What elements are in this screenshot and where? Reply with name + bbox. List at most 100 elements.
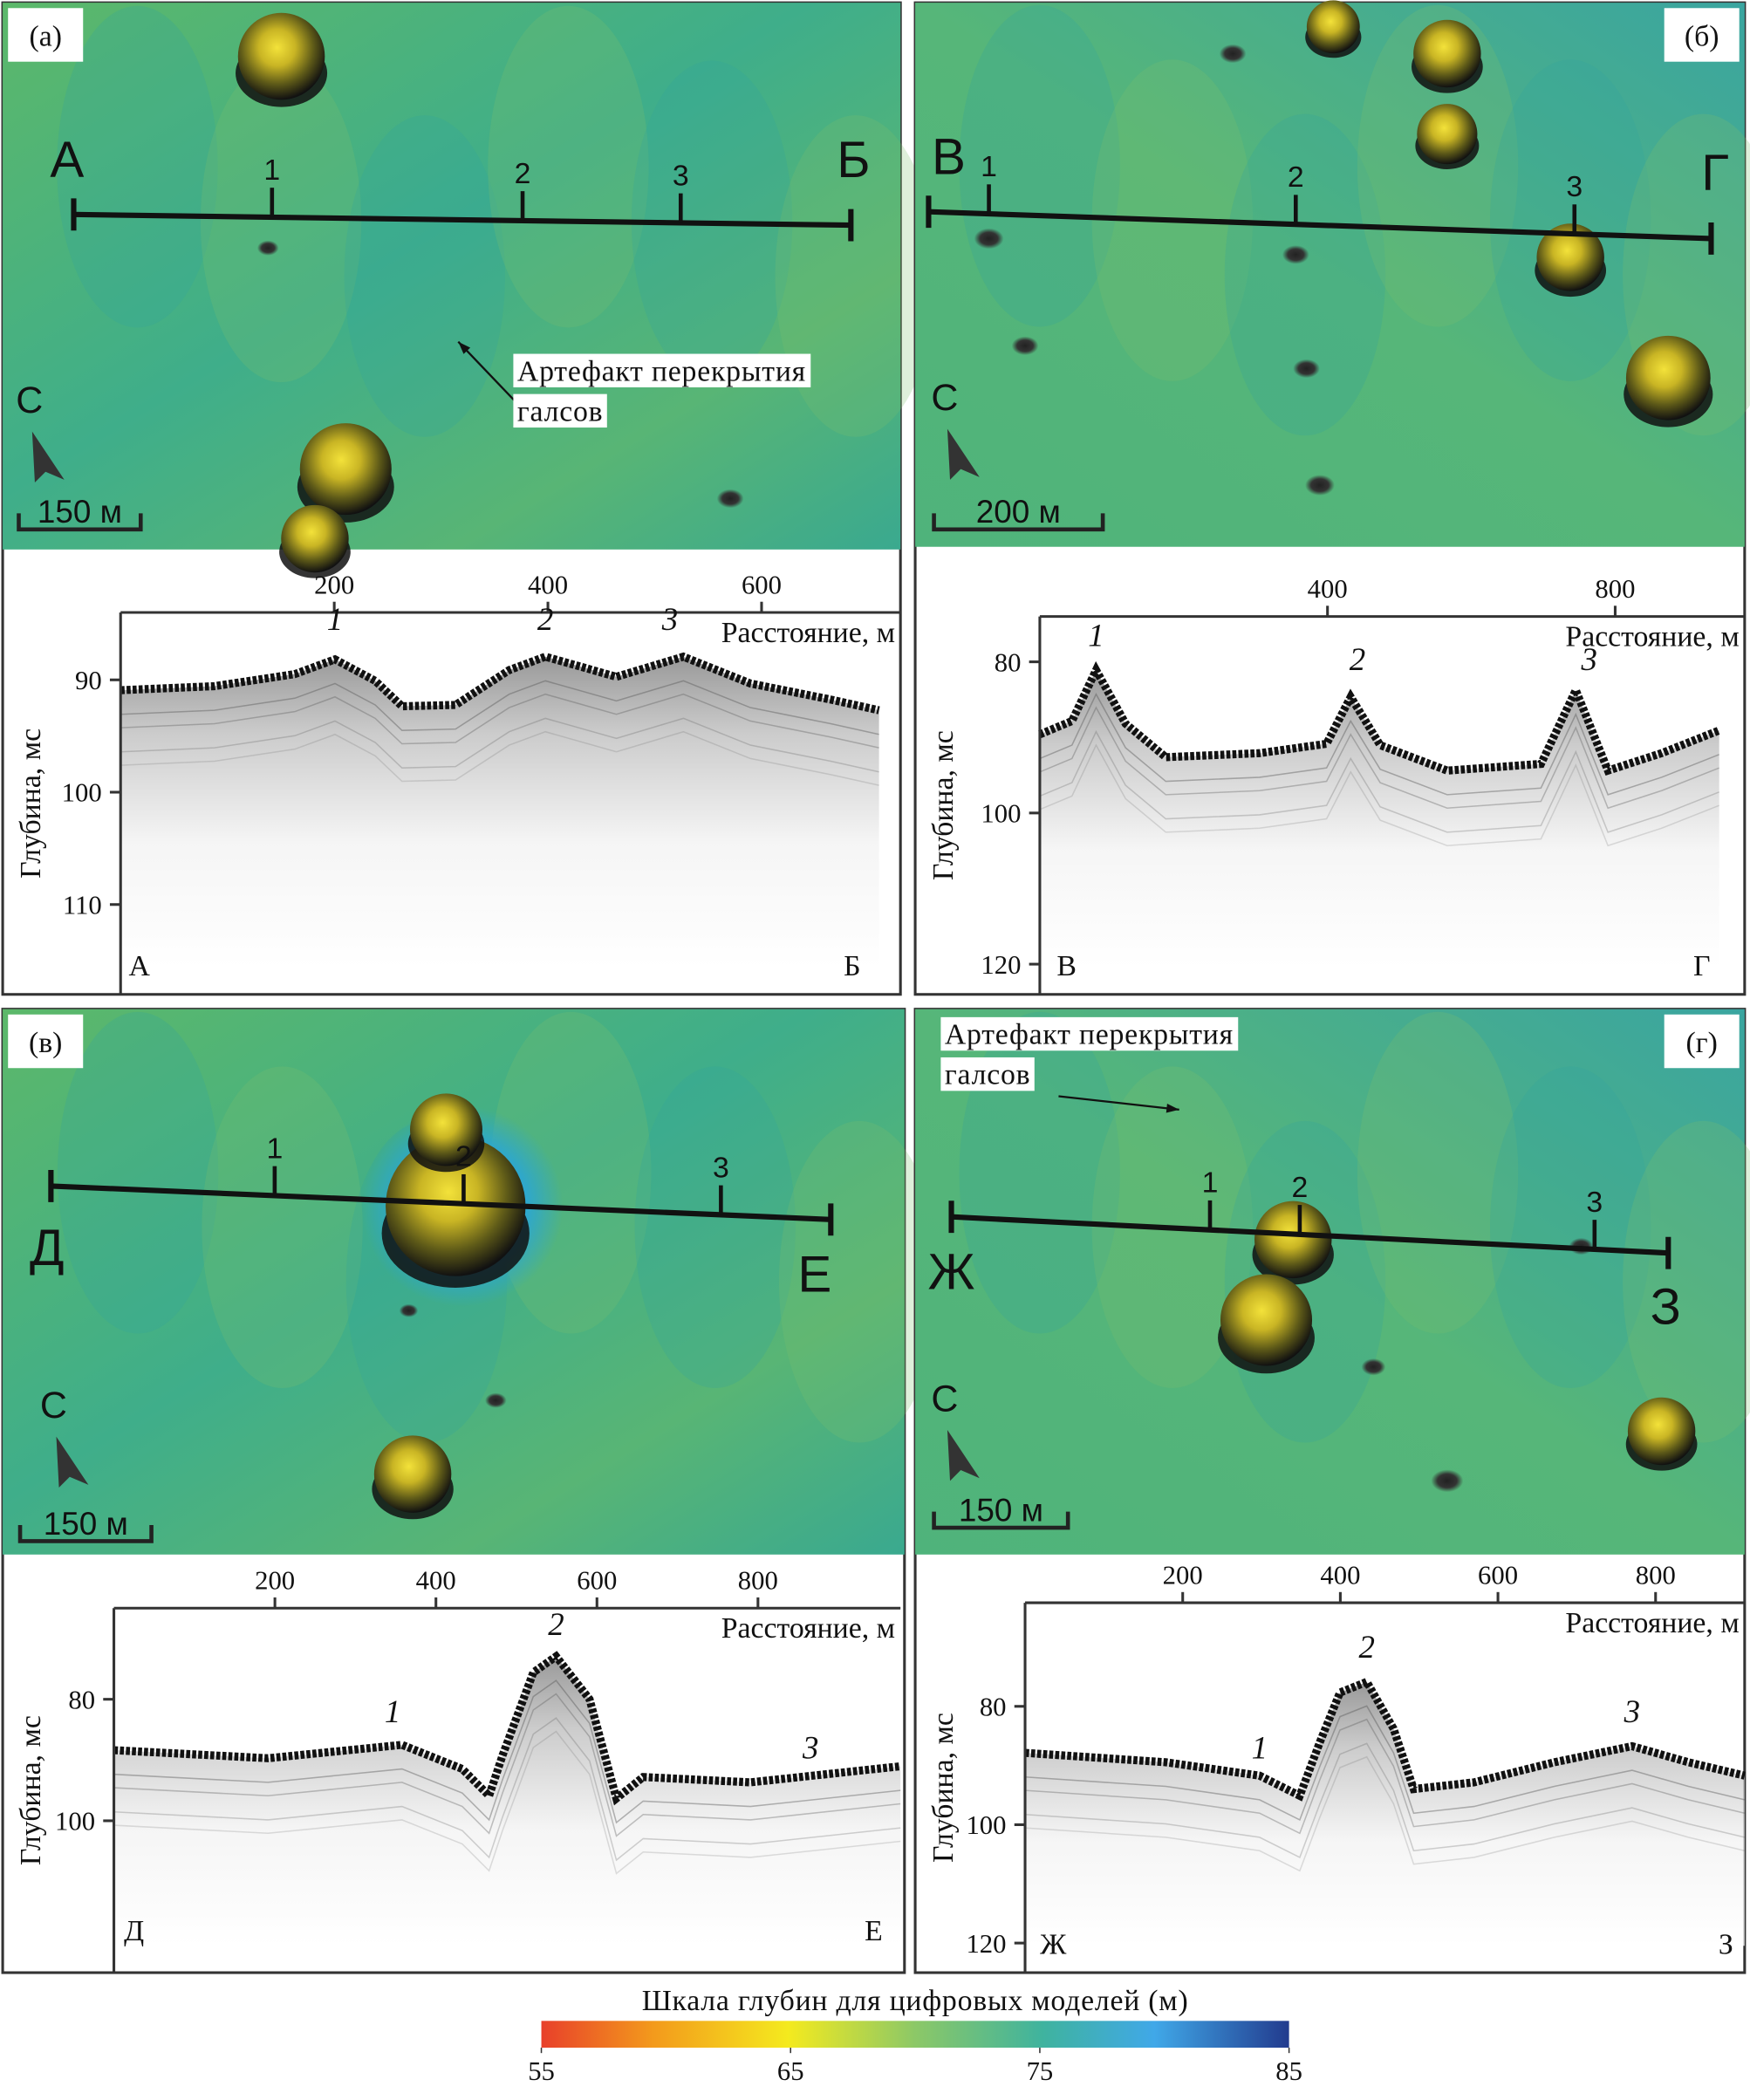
x-tick-label: 800 [1636, 1561, 1676, 1590]
peak-label: 3 [1580, 641, 1596, 677]
peak-label: 3 [802, 1729, 818, 1765]
north-label: С [931, 1378, 958, 1419]
endpoint-label: З [1651, 1279, 1681, 1336]
seismic-layer [1024, 1755, 1746, 1872]
profile-line [951, 1214, 1669, 1256]
annotation-arrowhead [1166, 1104, 1179, 1113]
map-relief [959, 4, 1120, 327]
endpoint-label: А [50, 132, 84, 188]
mound [237, 12, 325, 100]
x-tick-label: 200 [255, 1566, 295, 1596]
annotation-text: Артефакт перекрытия галсов [513, 353, 810, 428]
seismic-layer [120, 680, 879, 735]
x-tick-label: 400 [1308, 574, 1348, 604]
depression [1282, 245, 1309, 264]
depression [485, 1392, 507, 1408]
y-tick-label: 120 [981, 950, 1021, 980]
point-label: 2 [1288, 161, 1304, 194]
colorbar-title: Шкала глубин для цифровых моделей (м) [642, 1985, 1189, 2017]
north-label: С [40, 1385, 67, 1426]
panel: 1 2 3 В Г С 200 м (б) 400 800 80 100 120 Расстояние, … [913, 0, 1750, 996]
x-tick-label: 600 [1478, 1561, 1518, 1590]
profile-end-label: Б [844, 950, 860, 982]
peak-label: 2 [1350, 641, 1365, 677]
annotation-arrow [1058, 1095, 1179, 1111]
x-axis-label: Расстояние, м [721, 1612, 895, 1645]
panel: 1 2 3 Д Е С 150 м (в) 200 400 600 800 80 100 Расстояни… [1, 1008, 940, 1974]
scale-bar [932, 1511, 1070, 1530]
map-relief [344, 115, 505, 437]
peak-label: 1 [1088, 617, 1104, 653]
profile-line [928, 209, 1712, 242]
mound [299, 423, 392, 516]
peak-label: 2 [1358, 1629, 1374, 1665]
north-arrow [947, 428, 980, 480]
peak-label: 3 [661, 601, 678, 637]
colorbar-tick-label: 85 [1275, 2056, 1302, 2086]
scale-label: 200 м [976, 494, 1061, 530]
bathymetry-map: 1 2 3 Д Е С 150 м [3, 1009, 940, 1555]
north-arrow [56, 1436, 89, 1488]
north-label: С [931, 377, 958, 419]
bathymetry-map: Артефакт перекрытия галсов 1 2 3 А Б С 150 м [3, 3, 936, 578]
mound [281, 504, 349, 573]
annotation: Артефакт перекрытия галсов [940, 1016, 1238, 1091]
seismic-layer [1039, 706, 1719, 810]
seismic-profile: 200 400 600 800 80 100 Расстояние, м Глубина, м… [15, 1566, 901, 1973]
depression [1011, 336, 1039, 356]
x-tick-label: 400 [528, 570, 568, 599]
x-tick-label: 400 [1320, 1561, 1360, 1590]
seismic-reflections [1025, 1681, 1745, 1946]
map-surface [915, 3, 1745, 547]
y-axis-label: Глубина, мс [15, 1715, 47, 1865]
point-label: 2 [515, 157, 531, 190]
depression [1361, 1358, 1386, 1376]
panel: Артефакт перекрытия галсов 1 2 3 Ж З С 150 м (г)… [913, 1008, 1750, 1974]
colorbar-tick-label: 65 [777, 2056, 804, 2086]
point-label: 1 [263, 154, 280, 187]
point-label: 3 [1566, 170, 1583, 203]
endpoint-label: Д [30, 1220, 65, 1276]
map-relief [202, 1066, 363, 1389]
mound [373, 1435, 452, 1513]
map-relief [57, 5, 218, 328]
seismic-profile: 200 400 600 90 100 110 Расстояние, м Глубина, м… [15, 570, 901, 995]
depression [1293, 359, 1320, 379]
peak-label: 2 [548, 1606, 564, 1642]
north-arrow [31, 431, 65, 483]
map-relief [959, 1011, 1120, 1334]
depression [256, 240, 279, 256]
annotation-arrow [457, 340, 517, 403]
y-tick-label: 90 [75, 666, 102, 695]
scale-bar [17, 1525, 154, 1543]
seismic-reflections [1039, 670, 1719, 968]
profile-end-label: З [1719, 1929, 1733, 1961]
mound [1417, 104, 1478, 165]
seafloor-reflector [120, 652, 880, 715]
mound [1220, 1274, 1313, 1366]
x-axis-label: Расстояние, м [1565, 620, 1739, 653]
map-relief [1224, 113, 1386, 436]
seismic-layer [120, 717, 879, 773]
y-tick-label: 110 [63, 891, 102, 920]
mound [386, 1136, 526, 1276]
depression [1431, 1469, 1464, 1493]
x-tick-label: 200 [1163, 1561, 1203, 1590]
colorbar-tick-label: 55 [528, 2056, 555, 2086]
point-label: 2 [455, 1140, 472, 1173]
seafloor-reflector [1024, 1676, 1746, 1802]
depression [1219, 44, 1247, 64]
panel-label: (б) [1685, 20, 1719, 52]
mound [1254, 1200, 1332, 1279]
panel: Артефакт перекрытия галсов 1 2 3 А Б С 150 м (а)… [1, 1, 936, 996]
peak-label: 1 [1252, 1729, 1268, 1765]
seismic-layer [1039, 743, 1719, 847]
seismic-layer [120, 730, 879, 786]
annotation-box: Артефакт перекрытия галсов [513, 351, 888, 431]
panel-label: (г) [1686, 1027, 1718, 1059]
point-label: 3 [673, 159, 689, 192]
endpoint-label: Г [1701, 145, 1729, 202]
x-tick-label: 600 [742, 570, 782, 599]
bathymetry-map: Артефакт перекрытия галсов 1 2 3 Ж З С 150 м [915, 1009, 1750, 1555]
